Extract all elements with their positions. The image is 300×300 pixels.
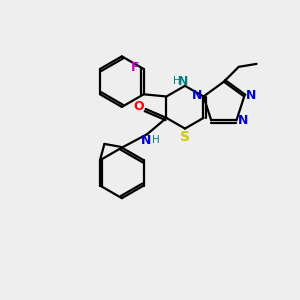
Text: H: H [152,135,159,145]
Text: N: N [140,134,151,147]
Text: S: S [180,130,190,144]
Text: N: N [238,114,248,127]
Text: N: N [192,89,202,102]
Text: N: N [246,89,256,102]
Text: H: H [173,76,181,86]
Text: N: N [178,75,189,88]
Text: F: F [131,61,140,74]
Text: O: O [134,100,144,113]
